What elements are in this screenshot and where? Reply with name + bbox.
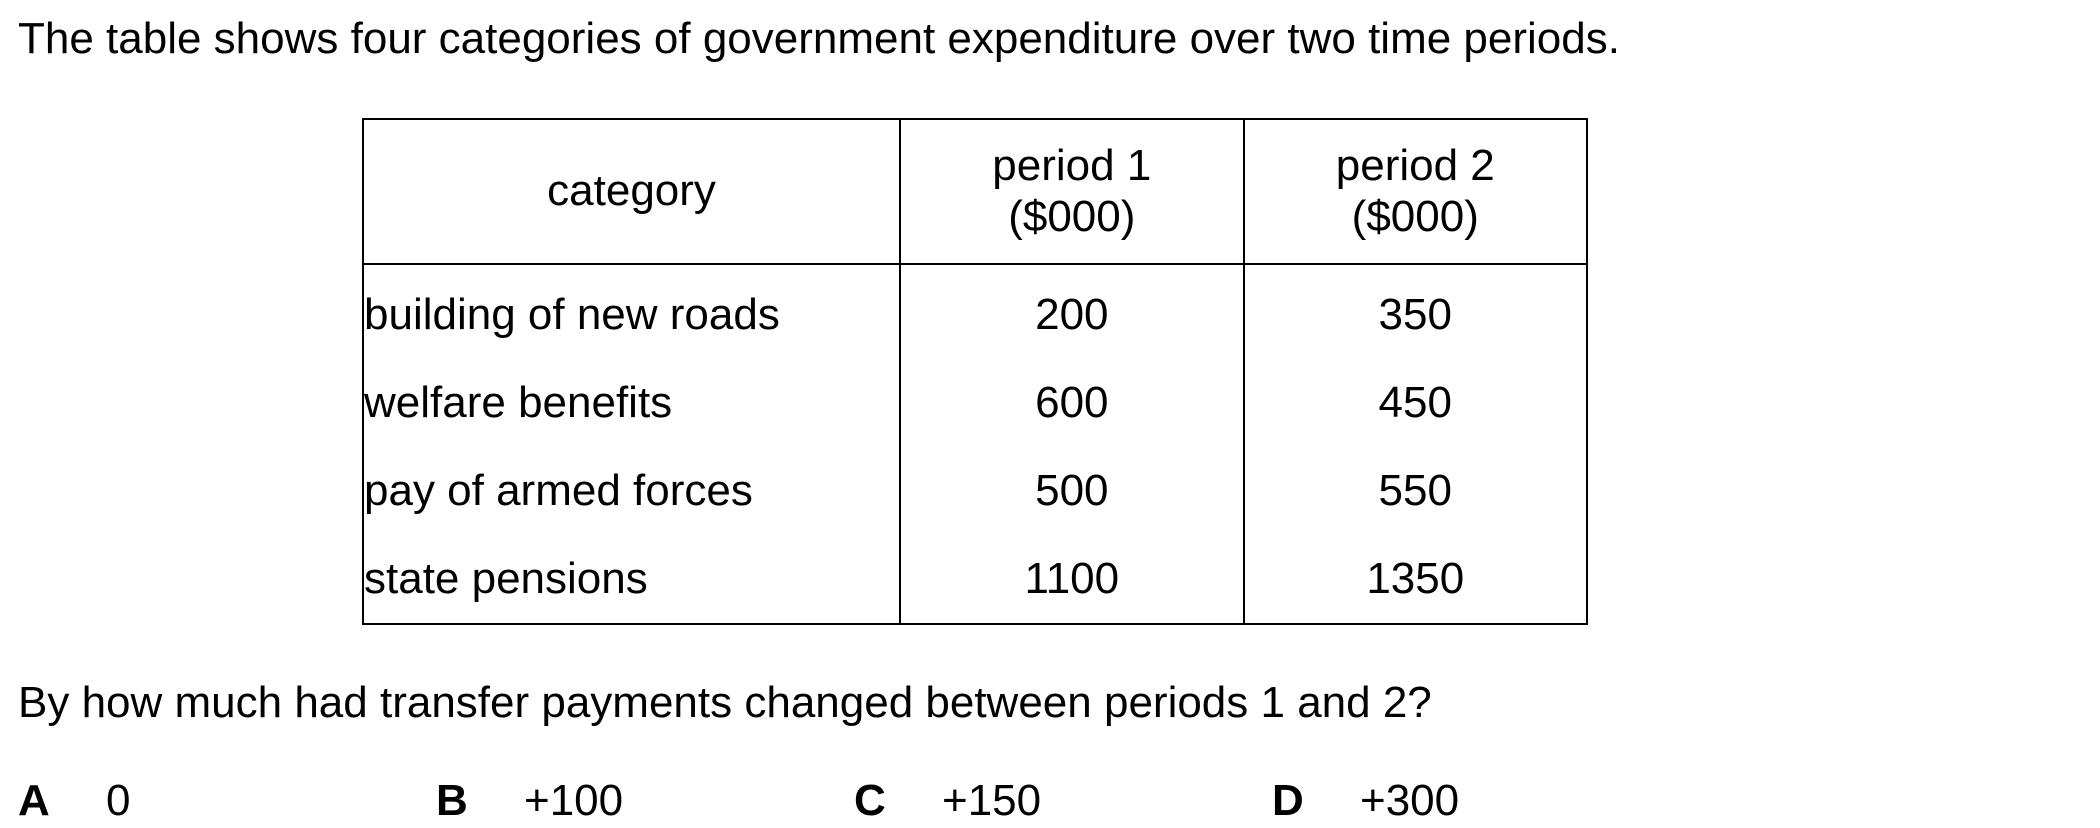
row-period-2-value: 550 — [1242, 447, 1589, 535]
row-period-2-value: 450 — [1242, 359, 1589, 447]
header-period-2: period 2 ($000) — [1242, 118, 1589, 265]
row-category: building of new roads — [361, 264, 902, 359]
header-category: category — [361, 118, 902, 265]
option-value: +100 — [524, 776, 624, 825]
row-category: state pensions — [361, 535, 902, 625]
header-category-label: category — [547, 166, 716, 216]
option-letter: C — [854, 776, 886, 825]
header-period-2-unit: ($000) — [1351, 191, 1479, 241]
option-value: +300 — [1360, 776, 1460, 825]
row-period-1-value: 500 — [899, 447, 1245, 535]
table-row: state pensions 1100 1350 — [361, 535, 1589, 625]
option-value: 0 — [106, 776, 131, 825]
row-period-2-value: 1350 — [1242, 535, 1589, 625]
option-value: +150 — [942, 776, 1042, 825]
question-text: By how much had transfer payments change… — [18, 678, 1432, 727]
header-period-1-unit: ($000) — [1008, 191, 1136, 241]
row-category: pay of armed forces — [361, 447, 902, 535]
row-period-1-value: 600 — [899, 359, 1245, 447]
header-period-1: period 1 ($000) — [899, 118, 1245, 265]
option-letter: B — [436, 776, 468, 825]
option-letter: D — [1272, 776, 1304, 825]
header-period-1-label: period 1 — [992, 140, 1152, 190]
row-category: welfare benefits — [361, 359, 902, 447]
option-c[interactable]: C +150 — [854, 774, 1041, 828]
table-row: welfare benefits 600 450 — [361, 359, 1589, 447]
row-period-1-value: 200 — [899, 264, 1245, 359]
option-b[interactable]: B +100 — [436, 774, 623, 828]
expenditure-table: category period 1 ($000) period 2 ($000)… — [361, 118, 1589, 625]
table-row: building of new roads 200 350 — [361, 264, 1589, 359]
header-period-2-label: period 2 — [1335, 140, 1495, 190]
intro-text: The table shows four categories of gover… — [18, 14, 1620, 63]
table-row: pay of armed forces 500 550 — [361, 447, 1589, 535]
table-header-row: category period 1 ($000) period 2 ($000) — [361, 118, 1589, 265]
row-period-1-value: 1100 — [899, 535, 1245, 625]
option-d[interactable]: D +300 — [1272, 774, 1459, 828]
row-period-2-value: 350 — [1242, 264, 1589, 359]
option-letter: A — [18, 776, 50, 825]
